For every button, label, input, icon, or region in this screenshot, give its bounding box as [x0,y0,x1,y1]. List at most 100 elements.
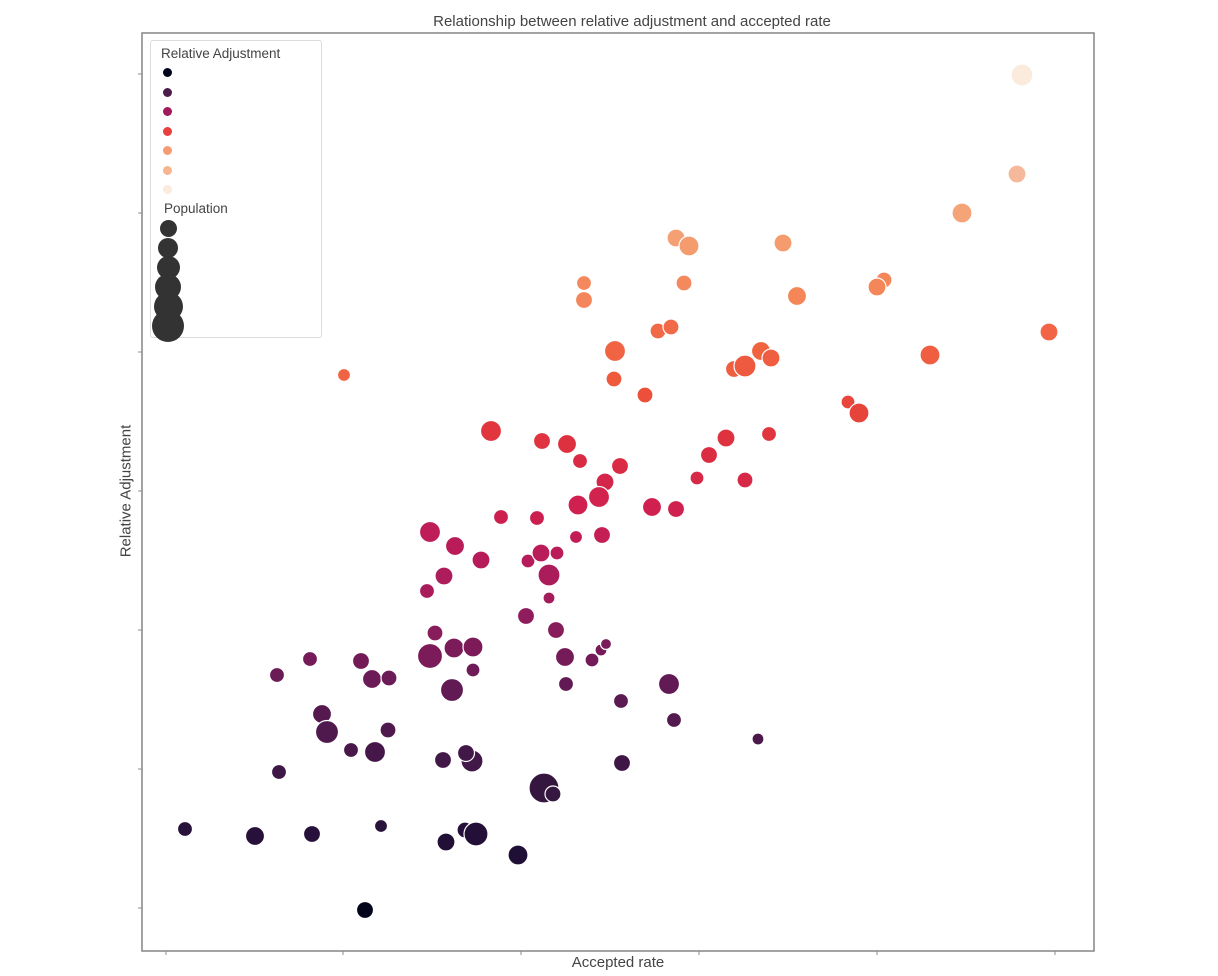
data-point [361,668,383,690]
data-point [379,721,397,739]
size-legend-marker [152,309,184,342]
data-point [1007,164,1027,184]
hue-legend-marker [163,146,172,155]
data-point [1039,322,1059,342]
data-point [786,285,808,307]
data-point [840,394,856,410]
hue-legend-marker [163,165,172,175]
data-point [444,535,466,557]
data-point [675,274,693,292]
data-point [363,740,387,764]
data-point [439,677,465,703]
data-point [665,711,683,729]
data-point [733,354,757,378]
data-point [557,675,575,693]
data-point [479,419,503,443]
data-point [532,431,552,451]
data-point [492,508,510,526]
data-point [1010,63,1034,87]
data-point [433,750,453,770]
data-point [542,591,556,605]
hue-legend-marker [163,87,172,97]
hue-legend-marker [163,126,172,136]
data-point [463,821,489,847]
data-point [689,470,705,486]
data-point [270,763,288,781]
data-point [556,433,578,455]
data-point [546,620,566,640]
x-axis-label: Accepted rate [571,954,665,971]
data-point [605,370,623,388]
data-point [418,520,442,544]
plot-frame [141,32,1095,952]
data-point [612,692,630,710]
data-point [537,563,561,587]
data-point [760,425,778,443]
size-legend-marker [156,255,180,279]
data-point [666,499,686,519]
data-point [568,529,584,545]
data-point [773,233,793,253]
data-point [507,844,529,866]
data-point [549,545,565,561]
data-point [867,277,887,297]
data-point [544,785,562,803]
size-legend-title: Population [164,201,228,216]
data-point [699,445,719,465]
data-point [244,825,266,847]
data-point [761,348,781,368]
hue-legend-marker [163,185,172,194]
data-point [434,566,454,586]
data-point [302,824,322,844]
data-points [176,63,1059,920]
data-point [571,452,589,470]
data-point [301,650,319,668]
data-point [554,646,576,668]
size-legend-marker [158,237,178,258]
data-point [418,582,436,600]
data-point [599,637,613,651]
data-point [336,367,352,383]
chart-title: Relationship between relative adjustment… [433,13,831,30]
data-point [592,525,612,545]
data-point [516,606,536,626]
data-point [951,202,973,224]
data-point [355,900,375,920]
data-point [436,832,456,852]
hue-legend-title: Relative Adjustment [161,46,281,61]
data-point [528,509,546,527]
data-point [751,732,765,746]
data-point [716,428,736,448]
data-point [471,550,491,570]
data-point [636,386,654,404]
data-point [736,471,754,489]
data-point [584,652,600,668]
data-point [919,344,941,366]
data-point [462,636,484,658]
data-point [848,402,870,424]
data-point [443,637,465,659]
data-point [587,485,611,509]
data-point [657,672,681,696]
size-legend-marker [159,219,177,237]
data-point [380,669,398,687]
data-point [641,496,663,518]
data-point [567,494,589,516]
hue-legend-marker [163,68,172,77]
data-point [574,290,594,310]
data-point [520,553,536,569]
data-point [612,753,632,773]
data-point [426,624,444,642]
data-point [531,543,551,563]
data-point [610,456,630,476]
data-point [678,235,700,257]
data-point [603,339,627,363]
data-point [176,820,194,838]
data-point [314,719,340,745]
data-point [342,741,360,759]
data-point [456,743,476,763]
data-point [416,642,444,670]
data-point [268,666,286,684]
data-point [465,662,481,678]
